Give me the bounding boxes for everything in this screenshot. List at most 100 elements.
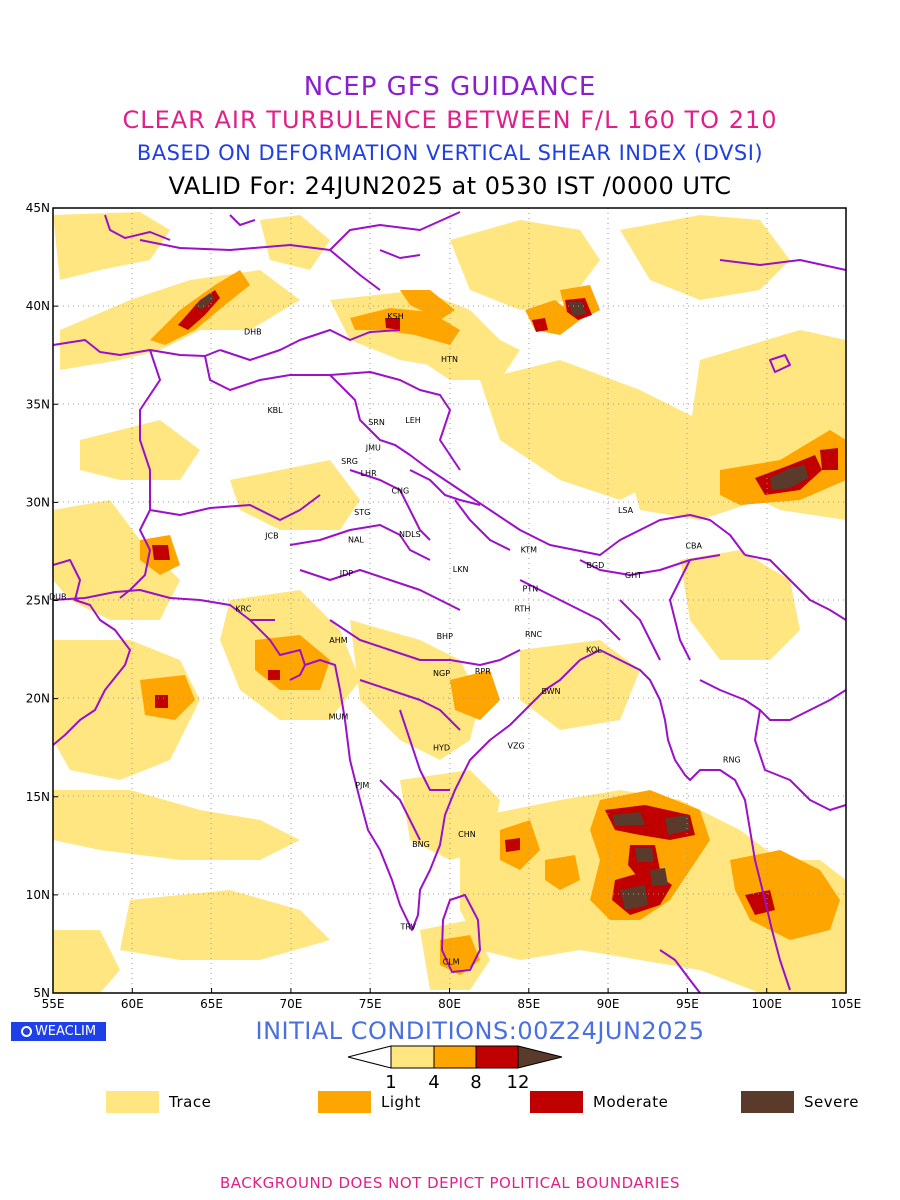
city-label-cng: CNG <box>391 487 409 496</box>
city-label-krc: KRC <box>235 604 251 613</box>
city-label-lkn: LKN <box>453 565 469 574</box>
legend-label-light: Light <box>381 1093 421 1111</box>
city-label-nal: NAL <box>348 536 364 545</box>
weaclim-logo: WEACLIM <box>11 1022 106 1041</box>
lat-label: 45N <box>26 201 50 215</box>
legend-item-light: Light <box>318 1091 421 1113</box>
city-label-rng: RNG <box>723 755 741 764</box>
footer-disclaimer: BACKGROUND DOES NOT DEPICT POLITICAL BOU… <box>220 1174 680 1192</box>
colorbar-light <box>433 1045 477 1069</box>
lat-label: 10N <box>26 888 50 902</box>
lon-label: 70E <box>279 997 302 1011</box>
colorbar-tick-8: 8 <box>470 1072 481 1093</box>
city-label-rpr: RPR <box>475 667 491 676</box>
legend-item-severe: Severe <box>741 1091 859 1113</box>
city-label-bwn: BWN <box>541 687 560 696</box>
logo-text: WEACLIM <box>34 1024 97 1039</box>
title-method: BASED ON DEFORMATION VERTICAL SHEAR INDE… <box>136 141 764 165</box>
title-main: NCEP GFS GUIDANCE <box>303 72 597 102</box>
legend-swatch-moderate <box>530 1091 583 1113</box>
lon-label: 60E <box>121 997 144 1011</box>
lon-label: 55E <box>42 997 65 1011</box>
colorbar-tick-1: 1 <box>385 1072 396 1093</box>
lon-label: 105E <box>831 997 862 1011</box>
city-label-rth: RTH <box>515 604 531 613</box>
city-label-ksh: KSH <box>387 312 403 321</box>
city-label-ktm: KTM <box>521 545 538 554</box>
legend-swatch-light <box>318 1091 371 1113</box>
longitude-axis-labels: 55E 60E 65E 70E 75E 80E 85E 90E 95E 100E 105E <box>42 988 862 1011</box>
lat-label: 25N <box>26 594 50 608</box>
coastlines-boundaries <box>53 211 846 993</box>
lon-label: 85E <box>517 997 540 1011</box>
city-label-ahm: AHM <box>329 636 347 645</box>
legend-label-moderate: Moderate <box>593 1093 669 1111</box>
lon-label: 75E <box>359 997 382 1011</box>
city-label-dhb: DHB <box>244 328 262 337</box>
turbulence-field <box>53 212 846 993</box>
city-label-htn: HTN <box>441 355 458 364</box>
city-label-bng: BNG <box>412 840 430 849</box>
city-label-dub: DUB <box>49 593 67 602</box>
city-label-chn: CHN <box>458 830 476 839</box>
city-label-vzg: VZG <box>508 742 525 751</box>
colorbar-lower-arrow <box>347 1045 392 1069</box>
legend-item-moderate: Moderate <box>530 1091 668 1113</box>
city-label-stg: STG <box>354 508 370 517</box>
initial-conditions: INITIAL CONDITIONS:00Z24JUN2025 <box>255 1017 705 1045</box>
lat-label: 30N <box>26 495 50 509</box>
city-label-cba: CBA <box>685 542 702 551</box>
city-label-jcb: JCB <box>264 532 278 541</box>
city-label-kol: KOL <box>586 646 602 655</box>
lon-label: 65E <box>200 997 223 1011</box>
city-label-hyd: HYD <box>433 744 450 753</box>
lat-label: 5N <box>33 986 50 1000</box>
colorbar-moderate <box>475 1045 519 1069</box>
city-label-kbl: KBL <box>267 406 283 415</box>
colorbar-tick-12: 12 <box>507 1072 530 1093</box>
severe-regions <box>195 293 808 910</box>
weaclim-logo-icon <box>20 1026 32 1037</box>
legend-swatch-severe <box>741 1091 794 1113</box>
city-label-ndls: NDLS <box>399 530 421 539</box>
map-gridlines <box>53 208 846 993</box>
city-label-ngp: NGP <box>433 669 450 678</box>
latitude-axis-labels: 45N 40N 35N 30N 25N 20N 15N 10N 5N <box>26 201 58 1000</box>
city-label-jmu: JMU <box>365 443 381 452</box>
lat-label: 20N <box>26 692 50 706</box>
city-label-bgd: BGD <box>587 561 605 570</box>
city-label-lhr: LHR <box>361 469 377 478</box>
city-label-pjm: PJM <box>355 781 369 790</box>
city-label-mum: MUM <box>329 712 349 721</box>
title-valid-time: VALID For: 24JUN2025 at 0530 IST /0000 U… <box>168 172 732 200</box>
city-label-ptn: PTN <box>523 585 539 594</box>
lon-label: 100E <box>751 997 782 1011</box>
city-label-srg: SRG <box>341 457 358 466</box>
colorbar: 1 4 8 12 <box>347 1045 563 1093</box>
colorbar-tick-4: 4 <box>428 1072 439 1093</box>
city-label-ght: GHT <box>625 571 642 580</box>
lon-label: 80E <box>438 997 461 1011</box>
lat-label: 40N <box>26 299 50 313</box>
legend-label-trace: Trace <box>169 1093 212 1111</box>
lat-label: 35N <box>26 397 50 411</box>
city-label-srn: SRN <box>368 418 385 427</box>
legend-item-trace: Trace <box>106 1091 211 1113</box>
title-subtitle: CLEAR AIR TURBULENCE BETWEEN F/L 160 TO … <box>122 106 778 134</box>
legend-swatch-trace <box>106 1091 159 1113</box>
lon-label: 90E <box>597 997 620 1011</box>
city-label-clm: CLM <box>443 958 460 967</box>
city-label-lsa: LSA <box>618 506 634 515</box>
city-label-jdp: JDP <box>339 569 354 578</box>
city-label-trv: TRV <box>400 922 417 931</box>
colorbar-severe-arrow <box>517 1045 563 1069</box>
city-label-bhp: BHP <box>437 632 454 641</box>
colorbar-trace <box>390 1045 435 1069</box>
city-label-leh: LEH <box>405 416 421 425</box>
lon-label: 95E <box>676 997 699 1011</box>
legend-label-severe: Severe <box>804 1093 859 1111</box>
city-label-rnc: RNC <box>525 630 543 639</box>
lat-label: 15N <box>26 790 50 804</box>
